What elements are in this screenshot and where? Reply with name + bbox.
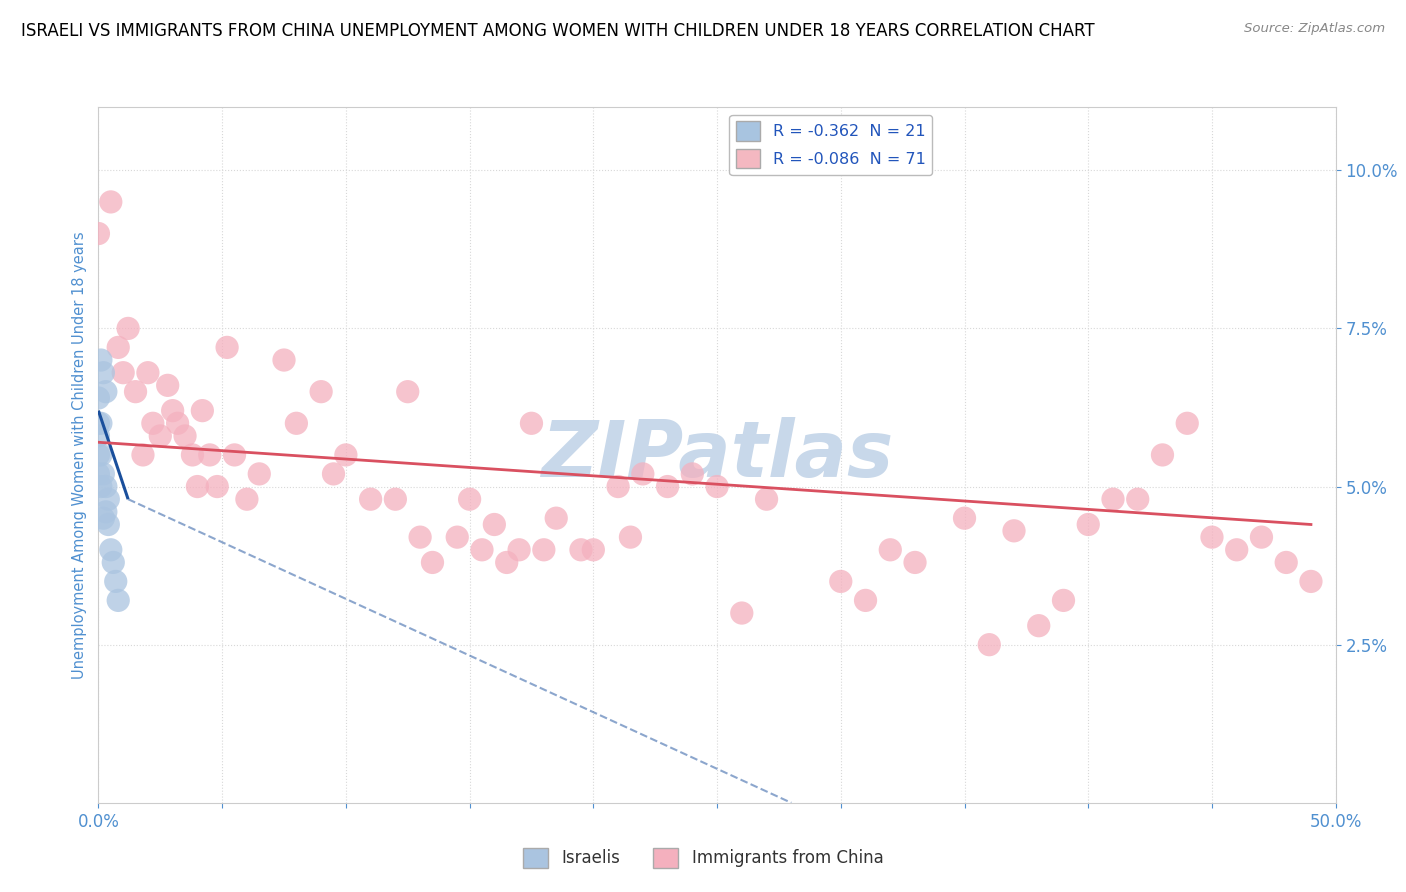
Point — [755, 492, 778, 507]
Point — [830, 574, 852, 589]
Point — [94, 505, 117, 519]
Point — [87, 227, 110, 241]
Point — [100, 542, 122, 557]
Point — [855, 593, 877, 607]
Point — [103, 556, 125, 570]
Point — [93, 467, 115, 481]
Point — [1201, 530, 1223, 544]
Point — [90, 353, 112, 368]
Point — [309, 384, 332, 399]
Point — [174, 429, 197, 443]
Point — [409, 530, 432, 544]
Point — [706, 479, 728, 493]
Point — [142, 417, 165, 431]
Point — [520, 417, 543, 431]
Point — [247, 467, 270, 481]
Point — [335, 448, 357, 462]
Point — [446, 530, 468, 544]
Point — [132, 448, 155, 462]
Point — [273, 353, 295, 368]
Point — [471, 542, 494, 557]
Point — [136, 366, 159, 380]
Point — [224, 448, 246, 462]
Point — [205, 479, 228, 493]
Point — [149, 429, 172, 443]
Point — [484, 517, 506, 532]
Point — [191, 403, 214, 417]
Point — [90, 448, 112, 462]
Point — [104, 574, 127, 589]
Point — [384, 492, 406, 507]
Point — [879, 542, 901, 557]
Point — [508, 542, 530, 557]
Legend: Israelis, Immigrants from China: Israelis, Immigrants from China — [516, 841, 890, 875]
Point — [904, 556, 927, 570]
Point — [236, 492, 259, 507]
Point — [181, 448, 204, 462]
Point — [97, 492, 120, 507]
Point — [1126, 492, 1149, 507]
Point — [186, 479, 208, 493]
Point — [1152, 448, 1174, 462]
Point — [1299, 574, 1322, 589]
Point — [1028, 618, 1050, 632]
Y-axis label: Unemployment Among Women with Children Under 18 years: Unemployment Among Women with Children U… — [72, 231, 87, 679]
Point — [1077, 517, 1099, 532]
Point — [582, 542, 605, 557]
Point — [422, 556, 444, 570]
Point — [1052, 593, 1074, 607]
Point — [1002, 524, 1025, 538]
Point — [360, 492, 382, 507]
Point — [657, 479, 679, 493]
Point — [87, 448, 110, 462]
Point — [198, 448, 221, 462]
Point — [607, 479, 630, 493]
Point — [94, 479, 117, 493]
Point — [166, 417, 188, 431]
Point — [97, 517, 120, 532]
Point — [117, 321, 139, 335]
Point — [87, 467, 110, 481]
Text: ISRAELI VS IMMIGRANTS FROM CHINA UNEMPLOYMENT AMONG WOMEN WITH CHILDREN UNDER 18: ISRAELI VS IMMIGRANTS FROM CHINA UNEMPLO… — [21, 22, 1095, 40]
Point — [87, 391, 110, 405]
Point — [546, 511, 568, 525]
Point — [156, 378, 179, 392]
Point — [107, 593, 129, 607]
Point — [100, 194, 122, 209]
Point — [87, 429, 110, 443]
Point — [1275, 556, 1298, 570]
Point — [1102, 492, 1125, 507]
Point — [112, 366, 135, 380]
Legend: R = -0.362  N = 21, R = -0.086  N = 71: R = -0.362 N = 21, R = -0.086 N = 71 — [730, 115, 932, 175]
Point — [217, 340, 239, 354]
Point — [90, 479, 112, 493]
Point — [1226, 542, 1249, 557]
Point — [93, 366, 115, 380]
Point — [979, 638, 1001, 652]
Point — [619, 530, 641, 544]
Point — [458, 492, 481, 507]
Point — [631, 467, 654, 481]
Point — [396, 384, 419, 399]
Text: ZIPatlas: ZIPatlas — [541, 417, 893, 493]
Point — [93, 511, 115, 525]
Point — [285, 417, 308, 431]
Point — [124, 384, 146, 399]
Point — [533, 542, 555, 557]
Point — [322, 467, 344, 481]
Point — [1175, 417, 1198, 431]
Point — [107, 340, 129, 354]
Point — [731, 606, 754, 620]
Point — [953, 511, 976, 525]
Point — [495, 556, 517, 570]
Point — [94, 384, 117, 399]
Text: Source: ZipAtlas.com: Source: ZipAtlas.com — [1244, 22, 1385, 36]
Point — [569, 542, 592, 557]
Point — [162, 403, 184, 417]
Point — [87, 417, 110, 431]
Point — [1250, 530, 1272, 544]
Point — [90, 417, 112, 431]
Point — [681, 467, 703, 481]
